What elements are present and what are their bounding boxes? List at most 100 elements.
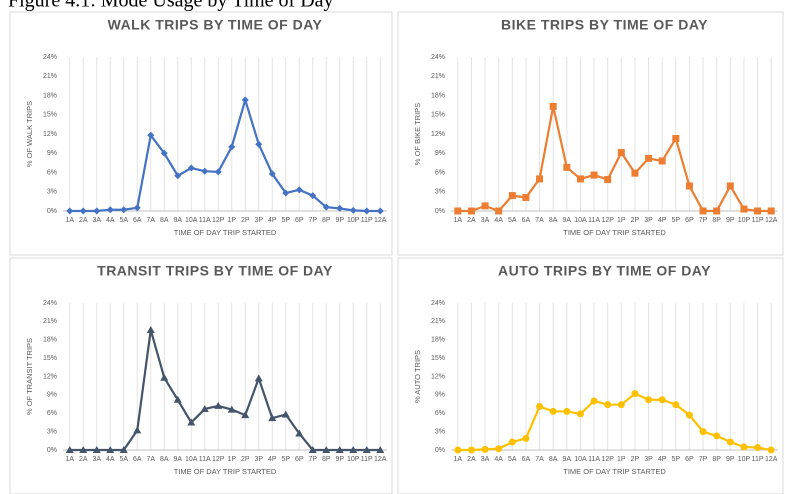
x-tick-label: 10A (185, 217, 198, 224)
x-tick-label: 11A (588, 456, 600, 463)
x-tick-label: 10P (738, 217, 751, 224)
x-tick-label: 4A (494, 217, 503, 224)
y-tick-label: 15% (43, 112, 57, 119)
marker (672, 401, 680, 409)
x-tick-label: 7A (535, 217, 544, 224)
x-tick-label: 11A (199, 456, 211, 463)
marker (590, 397, 598, 405)
x-tick-label: 8P (322, 456, 331, 463)
panel (397, 257, 784, 494)
marker (754, 444, 762, 452)
y-tick-label: 24% (43, 54, 57, 61)
x-tick-label: 2P (631, 217, 640, 224)
x-tick-label: 4A (106, 456, 115, 463)
marker (295, 186, 303, 194)
x-tick-label: 3A (481, 217, 490, 224)
marker (467, 446, 475, 454)
marker (322, 203, 330, 211)
marker (133, 204, 141, 212)
x-tick-label: 9P (335, 217, 344, 224)
y-tick-label: 24% (431, 300, 445, 307)
x-tick-label: 7P (308, 456, 317, 463)
marker (754, 207, 762, 215)
x-tick-label: 7A (535, 456, 544, 463)
x-tick-label: 11P (361, 456, 373, 463)
x-tick-label: 1A (65, 217, 74, 224)
y-tick-label: 9% (435, 392, 445, 399)
marker (767, 446, 775, 454)
marker (617, 401, 625, 409)
x-tick-label: 7A (146, 456, 155, 463)
marker (281, 410, 290, 418)
x-tick-label: 11P (752, 217, 764, 224)
x-tick-label: 1A (65, 456, 74, 463)
marker (522, 194, 530, 202)
y-tick-label: 15% (431, 112, 445, 119)
marker (147, 131, 155, 139)
y-tick-label: 12% (43, 131, 57, 138)
figure-title: Figure 4.1: Mode Usage by Time of Day (8, 0, 334, 12)
x-tick-label: 12A (374, 217, 387, 224)
y-tick-label: 18% (43, 337, 57, 344)
x-tick-label: 5A (508, 217, 517, 224)
series-line (457, 106, 772, 213)
y-tick-label: 3% (435, 189, 445, 196)
series-line (457, 392, 772, 452)
x-tick-label: 11A (199, 217, 211, 224)
x-tick-label: 2P (241, 217, 250, 224)
y-tick-label: 18% (431, 337, 445, 344)
marker (255, 140, 263, 148)
x-tick-label: 2A (79, 456, 88, 463)
x-tick-label: 9A (173, 217, 182, 224)
marker (214, 401, 223, 409)
marker (481, 202, 489, 210)
y-tick-label: 6% (47, 169, 57, 176)
x-tick-label: 10P (738, 456, 751, 463)
x-tick-label: 9P (726, 217, 735, 224)
panel (397, 11, 784, 256)
series-line (69, 96, 381, 213)
marker (227, 405, 236, 413)
x-tick-label: 4A (106, 217, 115, 224)
x-tick-label: 2A (79, 217, 88, 224)
x-tick-label: 2P (631, 456, 640, 463)
marker (120, 206, 128, 214)
y-tick-label: 21% (43, 73, 57, 80)
y-tick-label: 9% (435, 150, 445, 157)
x-tick-label: 2P (241, 456, 250, 463)
x-tick-label: 6P (685, 217, 694, 224)
x-tick-label: 3P (254, 217, 263, 224)
marker (726, 438, 734, 446)
marker (536, 175, 544, 183)
marker (282, 189, 290, 197)
series-line (69, 329, 381, 452)
x-tick-label: 5P (281, 456, 290, 463)
marker (454, 207, 462, 215)
y-tick-label: 21% (431, 73, 445, 80)
x-tick-label: 6P (295, 217, 304, 224)
y-axis-label: % OF WALK TRIPS (25, 101, 34, 167)
y-tick-label: 0% (47, 208, 57, 215)
x-tick-label: 1P (227, 217, 236, 224)
y-tick-label: 3% (47, 189, 57, 196)
y-tick-label: 21% (43, 318, 57, 325)
x-tick-label: 7P (699, 217, 708, 224)
marker (187, 164, 195, 172)
marker (200, 404, 209, 412)
marker (160, 149, 168, 157)
marker (699, 207, 707, 215)
x-tick-label: 7P (699, 456, 708, 463)
chart-title: TRANSIT TRIPS BY TIME OF DAY (97, 263, 333, 279)
x-tick-label: 3P (644, 217, 653, 224)
y-tick-label: 0% (435, 447, 445, 454)
marker (268, 414, 277, 422)
x-tick-label: 6A (522, 456, 531, 463)
marker (576, 410, 584, 418)
x-tick-label: 2A (467, 217, 476, 224)
x-tick-label: 6A (133, 456, 142, 463)
x-tick-label: 6A (133, 217, 142, 224)
x-tick-label: 10A (574, 217, 587, 224)
marker (376, 207, 384, 215)
x-tick-label: 1P (617, 456, 626, 463)
x-tick-label: 8A (549, 456, 558, 463)
